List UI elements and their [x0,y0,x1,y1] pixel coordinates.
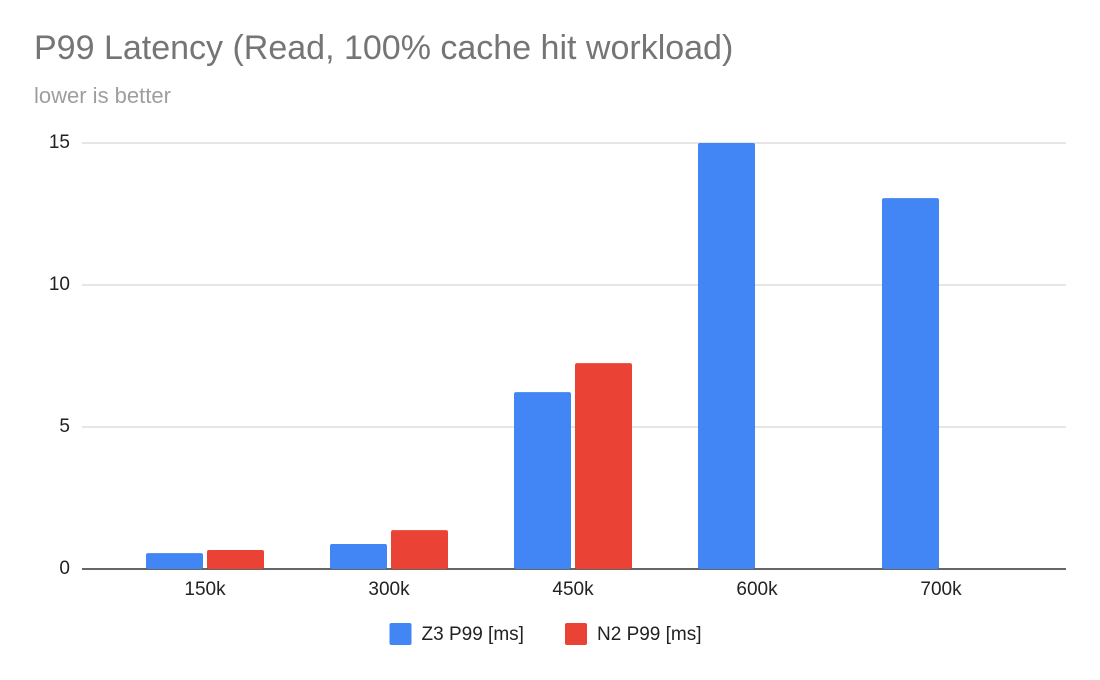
y-tick-label: 0 [59,558,70,579]
x-tick-label: 700k [920,579,962,600]
x-tick-label: 450k [552,579,594,600]
x-tick-label: 150k [184,579,226,600]
chart-subtitle: lower is better [34,83,171,108]
bar [514,392,571,569]
legend-swatch [565,623,587,645]
bar [330,544,387,569]
legend-swatch [389,623,412,645]
legend-label: Z3 P99 [ms] [422,624,524,645]
bar [698,143,755,569]
bar [207,549,264,569]
bar [575,363,632,569]
bar [146,553,203,569]
y-tick-label: 15 [49,132,70,153]
bar [882,198,939,569]
chart-title: P99 Latency (Read, 100% cache hit worklo… [34,29,733,67]
y-tick-label: 5 [59,416,70,437]
legend-label: N2 P99 [ms] [597,624,702,645]
bar [391,530,448,569]
x-tick-label: 300k [368,579,410,600]
x-tick-label: 600k [736,579,778,600]
y-tick-label: 10 [49,274,70,295]
